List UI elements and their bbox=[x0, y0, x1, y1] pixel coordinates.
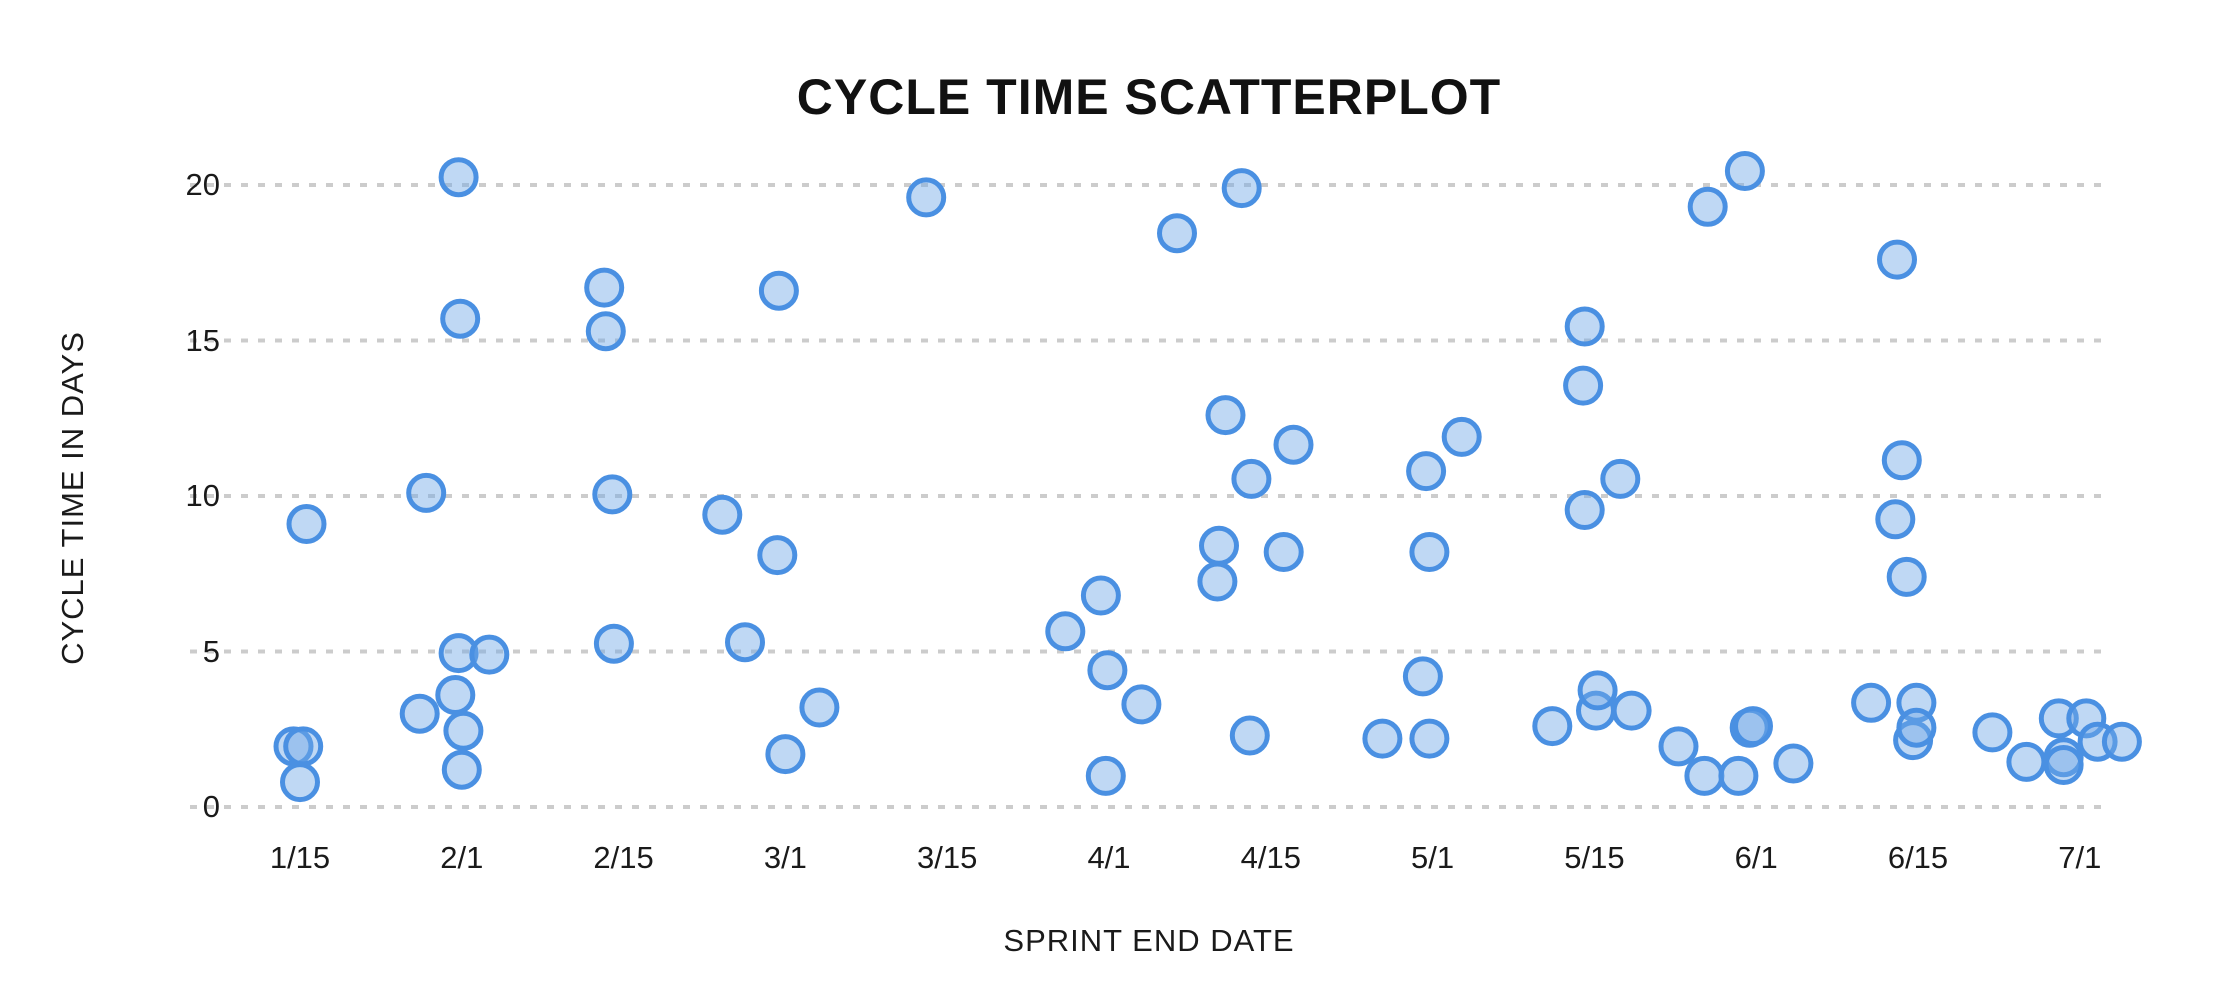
y-tick-label-10: 10 bbox=[185, 478, 220, 513]
data-point[interactable] bbox=[399, 693, 440, 734]
x-tick-label-5-1: 5/1 bbox=[1411, 840, 1455, 875]
x-tick-label-6-15: 6/15 bbox=[1887, 840, 1949, 875]
data-point[interactable] bbox=[757, 535, 798, 576]
data-point[interactable] bbox=[1121, 684, 1162, 725]
data-point[interactable] bbox=[1362, 718, 1403, 759]
data-point[interactable] bbox=[283, 726, 324, 767]
data-point[interactable] bbox=[2066, 698, 2107, 739]
data-point[interactable] bbox=[592, 474, 633, 515]
data-point[interactable] bbox=[702, 494, 743, 535]
x-tick-label-7-1: 7/1 bbox=[2058, 840, 2102, 875]
data-point[interactable] bbox=[1085, 755, 1126, 796]
data-point[interactable] bbox=[1577, 670, 1618, 711]
data-point[interactable] bbox=[584, 267, 625, 308]
y-tick-label-5: 5 bbox=[202, 633, 220, 669]
x-tick-label-4-1: 4/1 bbox=[1087, 840, 1131, 875]
data-point[interactable] bbox=[1600, 458, 1641, 499]
data-point[interactable] bbox=[1441, 416, 1482, 457]
data-point[interactable] bbox=[1773, 743, 1814, 784]
data-point[interactable] bbox=[1564, 306, 1605, 347]
y-tick-label-20: 20 bbox=[185, 167, 220, 202]
data-point[interactable] bbox=[758, 270, 799, 311]
data-point[interactable] bbox=[1658, 726, 1699, 767]
data-point[interactable] bbox=[1718, 755, 1759, 796]
x-tick-label-6-1: 6/1 bbox=[1734, 840, 1778, 875]
data-point[interactable] bbox=[799, 687, 840, 728]
data-point[interactable] bbox=[1409, 718, 1450, 759]
data-point[interactable] bbox=[1881, 440, 1922, 481]
data-point[interactable] bbox=[438, 633, 479, 674]
data-point[interactable] bbox=[1263, 532, 1304, 572]
chart-title: CYCLE TIME SCATTERPLOT bbox=[796, 69, 1502, 125]
x-tick-label-3-1: 3/1 bbox=[763, 840, 807, 875]
data-point[interactable] bbox=[2038, 698, 2079, 739]
data-point[interactable] bbox=[1972, 712, 2013, 753]
data-point[interactable] bbox=[1687, 186, 1728, 227]
data-point[interactable] bbox=[2043, 745, 2084, 785]
data-point[interactable] bbox=[435, 675, 476, 715]
data-point[interactable] bbox=[469, 634, 510, 675]
data-point[interactable] bbox=[1886, 556, 1927, 597]
data-point[interactable] bbox=[2101, 721, 2142, 762]
data-point[interactable] bbox=[725, 622, 765, 663]
data-point[interactable] bbox=[2006, 741, 2047, 782]
data-point[interactable] bbox=[1402, 656, 1443, 697]
x-axis-title: SPRINT END DATE bbox=[1003, 923, 1295, 958]
data-point[interactable] bbox=[1851, 682, 1892, 723]
data-point[interactable] bbox=[1045, 611, 1086, 652]
data-point[interactable] bbox=[1733, 706, 1773, 747]
data-point[interactable] bbox=[1273, 424, 1314, 465]
data-point[interactable] bbox=[1231, 458, 1272, 499]
data-point[interactable] bbox=[440, 298, 481, 339]
data-point[interactable] bbox=[1896, 707, 1937, 748]
data-point[interactable] bbox=[585, 311, 626, 352]
data-point[interactable] bbox=[1877, 239, 1917, 280]
data-point[interactable] bbox=[1221, 168, 1262, 209]
data-point[interactable] bbox=[1724, 151, 1765, 191]
data-point[interactable] bbox=[765, 734, 806, 775]
data-point[interactable] bbox=[1684, 755, 1725, 796]
data-point[interactable] bbox=[906, 177, 947, 218]
data-point[interactable] bbox=[1875, 499, 1916, 540]
y-tick-label-15: 15 bbox=[185, 322, 220, 358]
data-point[interactable] bbox=[1564, 490, 1605, 530]
data-point[interactable] bbox=[1229, 715, 1270, 756]
x-tick-label-1-15: 1/15 bbox=[269, 840, 331, 875]
data-point[interactable] bbox=[593, 623, 634, 664]
data-point[interactable] bbox=[1080, 575, 1121, 616]
data-point[interactable] bbox=[438, 157, 479, 198]
data-point[interactable] bbox=[441, 749, 482, 790]
data-point[interactable] bbox=[280, 762, 320, 803]
data-point[interactable] bbox=[1406, 451, 1447, 492]
x-tick-label-2-1: 2/1 bbox=[440, 840, 484, 875]
data-point[interactable] bbox=[1157, 213, 1197, 254]
x-tick-label-5-15: 5/15 bbox=[1564, 840, 1625, 875]
y-tick-label-0: 0 bbox=[202, 789, 220, 824]
data-point[interactable] bbox=[443, 710, 484, 751]
data-point[interactable] bbox=[1199, 525, 1239, 566]
data-point[interactable] bbox=[1563, 365, 1604, 406]
data-point[interactable] bbox=[1409, 532, 1450, 572]
data-point[interactable] bbox=[1197, 561, 1238, 602]
x-tick-label-3-15: 3/15 bbox=[917, 840, 978, 875]
data-point[interactable] bbox=[1205, 395, 1246, 436]
x-tick-label-4-15: 4/15 bbox=[1240, 840, 1301, 875]
x-tick-label-2-15: 2/15 bbox=[593, 840, 654, 875]
data-point[interactable] bbox=[1087, 650, 1128, 691]
data-point[interactable] bbox=[286, 504, 327, 544]
data-point[interactable] bbox=[1532, 706, 1573, 747]
data-point[interactable] bbox=[406, 472, 447, 513]
data-point[interactable] bbox=[1611, 690, 1652, 731]
